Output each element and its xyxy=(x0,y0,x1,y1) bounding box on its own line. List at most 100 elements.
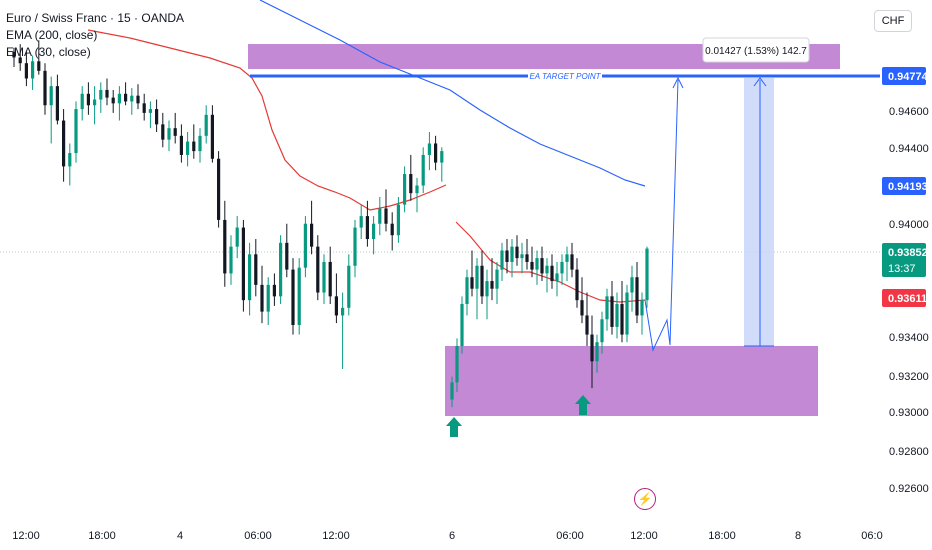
candle-body xyxy=(260,284,264,312)
candle-body xyxy=(510,246,514,262)
candle-body xyxy=(390,223,394,236)
candle-body xyxy=(540,258,544,274)
candle-body xyxy=(55,86,59,121)
candle-body xyxy=(460,303,464,347)
ema30-price-badge-bg xyxy=(882,289,926,307)
candle-body xyxy=(465,277,469,304)
candle-body xyxy=(427,143,431,155)
candle-body xyxy=(328,261,332,297)
candle-body xyxy=(415,185,419,194)
chart-legend: Euro / Swiss Franc · 15 · OANDA EMA (200… xyxy=(6,10,184,61)
candle-body xyxy=(266,284,270,312)
price-axis[interactable]: 0.94600 0.94400 0.94000 0.93400 0.93200 0.930… xyxy=(882,67,929,495)
price-tick-label: 0.94400 xyxy=(889,143,929,155)
candle-body xyxy=(421,154,425,186)
price-tick-label: 0.93200 xyxy=(889,371,929,383)
lightning-icon[interactable]: ⚡ xyxy=(634,488,656,510)
candle-body xyxy=(310,223,314,247)
candle-body xyxy=(291,269,295,326)
candle-body xyxy=(167,128,171,140)
candle-body xyxy=(155,109,159,125)
candle-body xyxy=(600,319,604,343)
candle-body xyxy=(470,277,474,289)
time-tick-label: 18:00 xyxy=(708,530,736,542)
candle-body xyxy=(198,135,202,152)
candle-body xyxy=(37,61,41,71)
candle-body xyxy=(515,246,519,259)
time-tick-label: 12:00 xyxy=(322,530,350,542)
candle-body xyxy=(353,227,357,266)
ema-layer xyxy=(87,0,646,303)
candle-body xyxy=(173,128,177,136)
candle-body xyxy=(409,174,413,194)
candle-body xyxy=(530,261,534,270)
up-arrow-icon xyxy=(446,417,462,437)
candle-body xyxy=(605,296,609,320)
candle-body xyxy=(565,254,569,262)
candle-body xyxy=(570,254,574,270)
candle-body xyxy=(204,114,208,136)
candle-body xyxy=(615,303,619,327)
candle-body xyxy=(272,284,276,297)
candle-body xyxy=(285,242,289,270)
candle-body xyxy=(555,273,559,282)
candle-body xyxy=(359,216,363,228)
time-tick-label: 06:00 xyxy=(244,530,272,542)
candle-body xyxy=(210,114,214,159)
ema30-price-badge: 0.93611 xyxy=(888,293,927,305)
candle-body xyxy=(49,86,53,106)
candle-body xyxy=(186,141,190,155)
candle-body xyxy=(535,258,539,270)
candle-body xyxy=(384,208,388,224)
candle-body xyxy=(635,277,639,316)
candle-body xyxy=(378,208,382,224)
candle-body xyxy=(434,143,438,163)
time-tick-label: 6 xyxy=(449,530,455,542)
ema30-legend[interactable]: EMA (30, close) xyxy=(6,45,91,59)
candle-body xyxy=(62,120,66,167)
candle-body xyxy=(303,223,307,268)
candle-body xyxy=(480,265,484,297)
currency-button[interactable]: CHF xyxy=(874,10,912,32)
candle-body xyxy=(645,248,649,301)
symbol-title[interactable]: Euro / Swiss Franc · 15 · OANDA xyxy=(6,11,185,25)
candle-body xyxy=(93,99,97,106)
measure-label-box xyxy=(702,37,810,63)
candle-body xyxy=(347,265,351,308)
candle-body xyxy=(525,254,529,262)
candle-body xyxy=(550,265,554,282)
ema200-price-badge: 0.94193 xyxy=(888,181,928,193)
candle-body xyxy=(86,93,90,106)
price-tick-label: 0.92800 xyxy=(889,446,929,458)
candle-body xyxy=(235,227,239,247)
candle-body xyxy=(254,254,258,285)
candle-body xyxy=(297,267,301,326)
time-axis[interactable]: 12:00 18:00 4 06:00 12:00 6 06:00 12:00 18:00 8 06… xyxy=(12,530,882,542)
target-price-badge-bg xyxy=(882,67,926,85)
ema200-legend[interactable]: EMA (200, close) xyxy=(6,28,98,42)
candle-body xyxy=(68,153,72,167)
ema30-line-b xyxy=(455,221,646,303)
price-tick-label: 0.92600 xyxy=(889,483,929,495)
target-label: EA TARGET POINT xyxy=(529,72,601,81)
current-price-badge-bg xyxy=(882,243,926,277)
support-zone xyxy=(445,346,818,416)
candle-body xyxy=(179,135,183,155)
candle-body xyxy=(217,158,221,220)
candle-body xyxy=(396,204,400,236)
candle-body xyxy=(316,246,320,293)
candle-body xyxy=(18,57,22,64)
candle-body xyxy=(585,315,589,335)
ema30-line-a xyxy=(87,29,447,211)
candle-body xyxy=(248,254,252,301)
candle-body xyxy=(117,93,121,104)
measure-box xyxy=(744,78,774,346)
candle-body xyxy=(640,300,644,316)
time-tick-label: 8 xyxy=(795,530,801,542)
candle-body xyxy=(630,277,634,293)
target-price-badge: 0.94774 xyxy=(888,71,929,83)
candle-body xyxy=(560,261,564,274)
candle-body xyxy=(620,303,624,335)
candle-body xyxy=(334,296,338,316)
